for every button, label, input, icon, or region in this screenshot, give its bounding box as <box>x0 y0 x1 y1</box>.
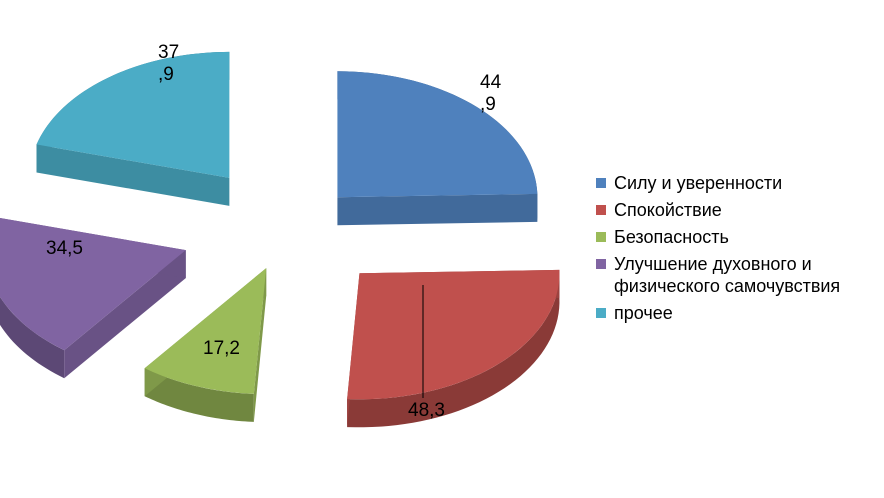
data-label: 34,5 <box>46 238 83 259</box>
data-label: 17,2 <box>203 338 240 359</box>
pie-slice-top <box>347 269 560 400</box>
pie-slice-top <box>36 51 230 178</box>
pie-slice <box>337 71 538 226</box>
data-label: 37,9 <box>158 42 180 85</box>
pie-slice-top <box>337 71 538 198</box>
pie-slice-top <box>144 268 267 394</box>
pie-slice <box>144 268 267 422</box>
pie-slice-wall <box>337 193 538 226</box>
pie-slice <box>347 269 560 428</box>
legend-swatch <box>596 259 606 269</box>
pie-slice-wall <box>64 250 186 379</box>
pie-slice-side <box>0 296 65 379</box>
data-label: 44,9 <box>480 72 502 115</box>
legend-item: Силу и уверенности <box>596 172 876 194</box>
legend-item: Улучшение духовного и физического самочу… <box>596 253 876 297</box>
data-label: 48,3 <box>408 400 445 421</box>
pie-slice-side <box>347 269 560 428</box>
legend-swatch <box>596 232 606 242</box>
legend-label: Безопасность <box>614 227 729 247</box>
legend: Силу и уверенности Спокойствие Безопасно… <box>596 172 876 329</box>
legend-item: Безопасность <box>596 226 876 248</box>
legend-item: Спокойствие <box>596 199 876 221</box>
pie-slice-top <box>0 217 186 351</box>
legend-item: прочее <box>596 302 876 324</box>
pie-slice-wall <box>36 144 230 206</box>
pie-slice-side <box>144 368 254 422</box>
pie-slice <box>36 51 230 206</box>
pie-slice-wall <box>253 268 267 422</box>
legend-swatch <box>596 205 606 215</box>
legend-label: Силу и уверенности <box>614 173 783 193</box>
legend-label: Улучшение духовного и физического самочу… <box>614 254 841 296</box>
legend-label: прочее <box>614 303 673 323</box>
legend-swatch <box>596 178 606 188</box>
legend-swatch <box>596 308 606 318</box>
pie-slice <box>0 217 186 379</box>
legend-label: Спокойствие <box>614 200 722 220</box>
